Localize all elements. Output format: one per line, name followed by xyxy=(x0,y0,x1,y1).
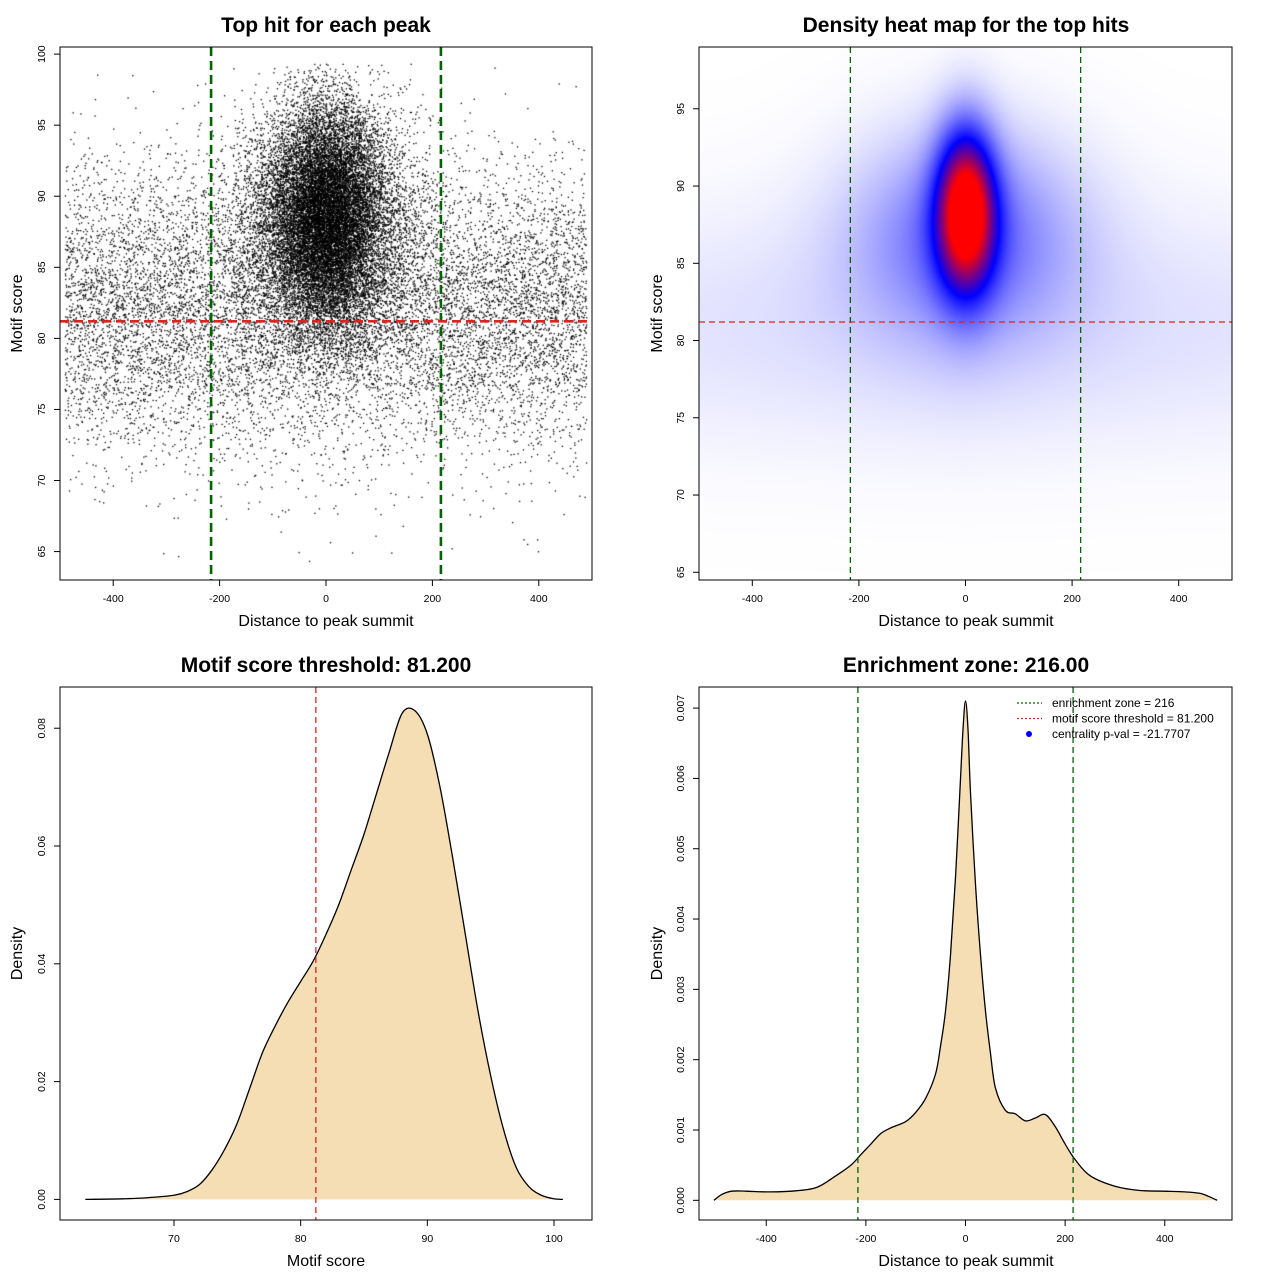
x-tick-label: 100 xyxy=(545,1233,563,1245)
y-tick-label: 75 xyxy=(675,412,687,424)
y-tick-label: 0.004 xyxy=(675,906,687,932)
x-tick-label: 400 xyxy=(530,593,548,605)
y-tick-label: 0.007 xyxy=(675,695,687,721)
x-tick-label: 90 xyxy=(421,1233,433,1245)
y-tick-label: 85 xyxy=(675,257,687,269)
y-tick-label: 95 xyxy=(675,103,687,115)
x-tick-label: -400 xyxy=(742,593,763,605)
y-tick-label: 90 xyxy=(675,180,687,192)
y-tick-label: 70 xyxy=(675,489,687,501)
y-tick-label: 80 xyxy=(36,332,48,344)
density-heatmap xyxy=(699,47,1232,580)
chart-title: Enrichment zone: 216.00 xyxy=(843,654,1089,677)
y-axis-label: Motif score xyxy=(9,274,26,352)
y-tick-label: 90 xyxy=(36,190,48,202)
x-tick-label: 0 xyxy=(963,593,969,605)
x-axis-label: Motif score xyxy=(287,1253,365,1270)
y-tick-label: 0.04 xyxy=(36,953,48,974)
y-axis-label: Density xyxy=(649,927,666,980)
y-tick-label: 95 xyxy=(36,119,48,131)
x-tick-label: -200 xyxy=(855,1233,876,1245)
density-panel: Motif score threshold: 81.200 Motif score… xyxy=(9,654,593,1270)
x-tick-label: 70 xyxy=(168,1233,180,1245)
y-tick-label: 100 xyxy=(36,45,48,63)
y-tick-label: 65 xyxy=(36,546,48,558)
x-tick-label: 200 xyxy=(1063,593,1081,605)
y-tick-label: 0.02 xyxy=(36,1071,48,1092)
x-tick-label: 400 xyxy=(1170,593,1188,605)
y-tick-label: 70 xyxy=(36,475,48,487)
y-tick-label: 0.006 xyxy=(675,765,687,791)
legend-entry-label: enrichment zone = 216 xyxy=(1052,696,1175,710)
density-fill xyxy=(85,708,563,1200)
x-tick-label: -200 xyxy=(209,593,230,605)
x-axis-label: Distance to peak summit xyxy=(878,613,1054,630)
chart-title: Motif score threshold: 81.200 xyxy=(181,654,472,677)
legend-point-icon xyxy=(1026,731,1032,737)
y-tick-label: 0.00 xyxy=(36,1189,48,1210)
y-tick-label: 0.001 xyxy=(675,1117,687,1143)
x-tick-label: 400 xyxy=(1156,1233,1174,1245)
y-tick-label: 0.000 xyxy=(675,1187,687,1213)
density-panel: Enrichment zone: 216.00 Distance to peak … xyxy=(649,654,1233,1270)
x-tick-label: -200 xyxy=(848,593,869,605)
x-tick-label: 200 xyxy=(1056,1233,1074,1245)
y-tick-label: 85 xyxy=(36,261,48,273)
chart-title: Density heat map for the top hits xyxy=(803,14,1130,37)
heatmap-panel: Density heat map for the top hits Distanc… xyxy=(649,14,1233,630)
plot-frame xyxy=(59,686,593,1221)
y-tick-label: 0.003 xyxy=(675,976,687,1002)
y-tick-label: 0.005 xyxy=(675,835,687,861)
legend-entry-label: centrality p-val = -21.7707 xyxy=(1052,727,1191,741)
chart-title: Top hit for each peak xyxy=(221,14,431,37)
density-curve xyxy=(713,700,1218,1201)
y-axis-label: Motif score xyxy=(649,274,666,352)
density-fill xyxy=(713,701,1218,1201)
x-tick-label: 80 xyxy=(295,1233,307,1245)
y-tick-label: 0.08 xyxy=(36,718,48,739)
y-tick-label: 0.06 xyxy=(36,836,48,857)
x-tick-label: 0 xyxy=(963,1233,969,1245)
density-curve xyxy=(85,707,563,1201)
legend: enrichment zone = 216 motif score thresho… xyxy=(1017,696,1214,741)
y-tick-label: 75 xyxy=(36,403,48,415)
x-tick-label: -400 xyxy=(756,1233,777,1245)
y-tick-label: 80 xyxy=(675,335,687,347)
x-tick-label: 0 xyxy=(323,593,329,605)
x-tick-label: 200 xyxy=(424,593,442,605)
y-tick-label: 65 xyxy=(675,566,687,578)
y-tick-label: 0.002 xyxy=(675,1046,687,1072)
x-tick-label: -400 xyxy=(103,593,124,605)
y-axis-label: Density xyxy=(9,927,26,980)
x-axis-label: Distance to peak summit xyxy=(238,613,414,630)
legend-entry-label: motif score threshold = 81.200 xyxy=(1052,712,1214,726)
x-axis-label: Distance to peak summit xyxy=(878,1253,1054,1270)
